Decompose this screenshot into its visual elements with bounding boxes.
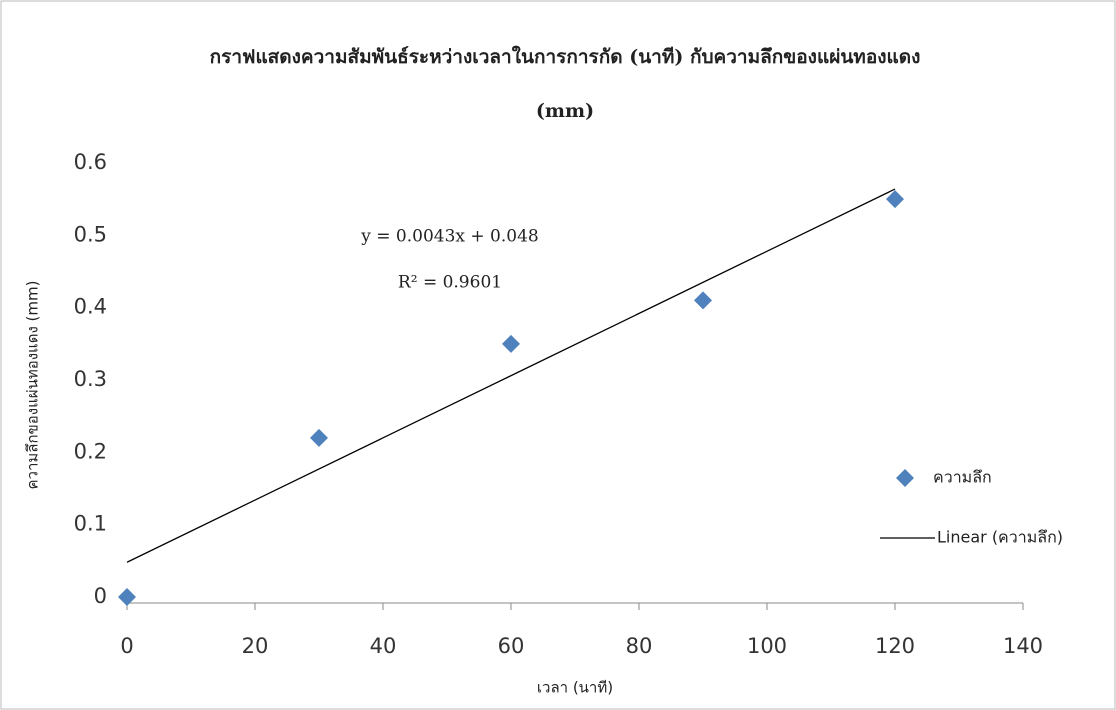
y-tick-label: 0.3 xyxy=(74,367,107,391)
chart-title: กราฟแสดงความสัมพันธ์ระหว่างเวลาในการการก… xyxy=(210,45,921,68)
legend-label: ความลึก xyxy=(933,468,992,487)
r-squared: R² = 0.9601 xyxy=(398,273,502,293)
y-axis-label: ความลึกของแผ่นทองแดง (mm) xyxy=(24,281,42,490)
x-tick-label: 140 xyxy=(1003,634,1043,658)
y-tick-label: 0.5 xyxy=(74,222,107,246)
y-tick-label: 0.1 xyxy=(74,512,107,536)
chart-subtitle: (mm) xyxy=(536,100,594,122)
data-point xyxy=(118,588,136,606)
trend-equation: y = 0.0043x + 0.048 xyxy=(360,227,538,247)
data-point xyxy=(310,428,328,447)
x-axis-label: เวลา (นาที) xyxy=(537,679,613,697)
legend-swatch xyxy=(896,469,914,487)
x-tick-label: 40 xyxy=(370,634,397,658)
x-tick-label: 120 xyxy=(875,634,915,658)
x-tick-label: 20 xyxy=(242,634,269,658)
y-tick-label: 0 xyxy=(94,584,107,608)
x-tick-label: 60 xyxy=(498,634,525,658)
y-tick-label: 0.4 xyxy=(74,295,107,319)
x-tick-label: 80 xyxy=(626,634,653,658)
legend-label: Linear (ความลึก) xyxy=(937,528,1063,547)
trend-line xyxy=(126,188,896,563)
x-tick-label: 0 xyxy=(120,634,133,658)
data-point xyxy=(886,190,904,209)
data-point xyxy=(502,334,520,353)
x-tick-label: 100 xyxy=(747,634,787,658)
y-tick-label: 0.2 xyxy=(74,439,107,463)
data-point xyxy=(694,291,712,310)
y-tick-label: 0.6 xyxy=(74,150,107,174)
